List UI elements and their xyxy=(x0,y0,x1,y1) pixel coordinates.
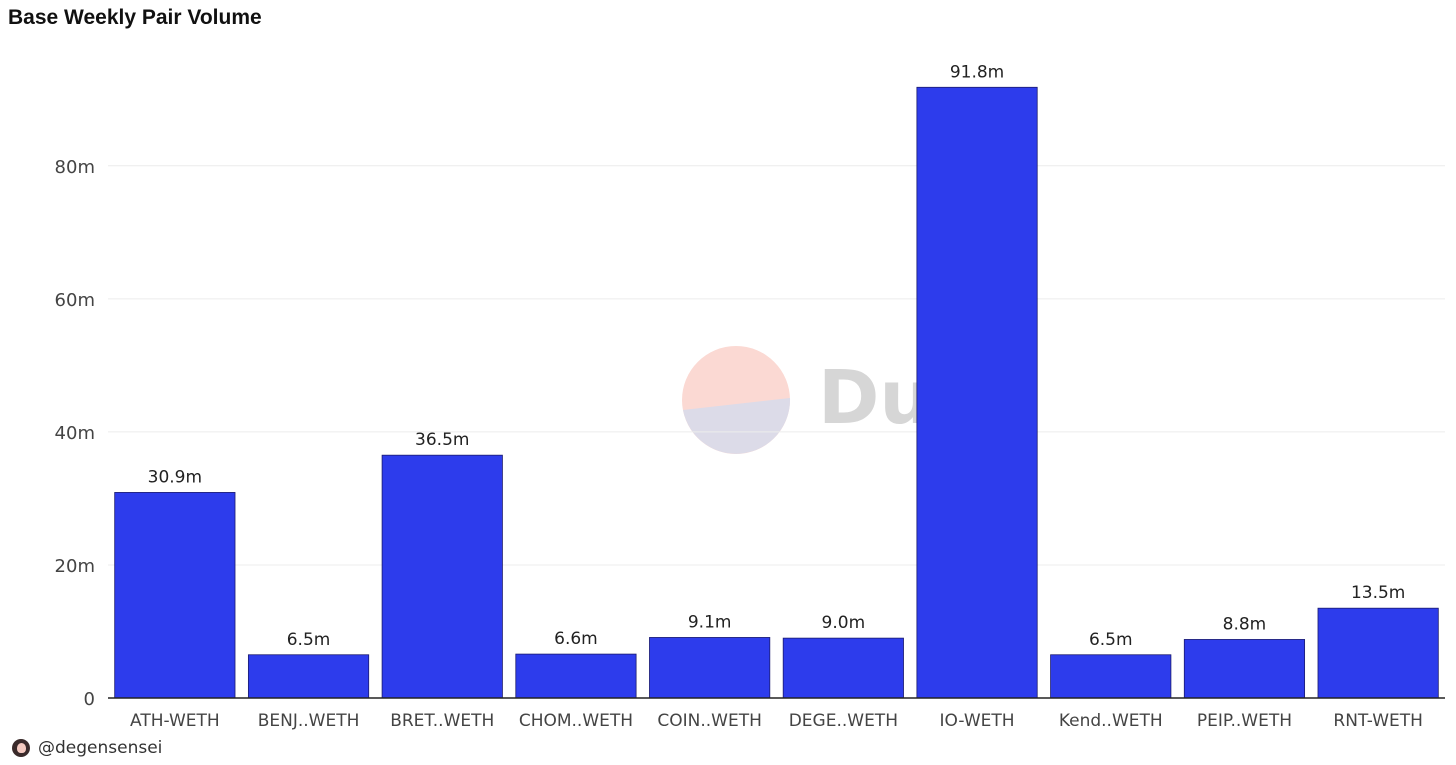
chart-title: Base Weekly Pair Volume xyxy=(8,6,262,29)
data-label: 6.5m xyxy=(1089,630,1133,650)
data-label: 36.5m xyxy=(415,430,469,450)
bar[interactable] xyxy=(649,637,771,699)
y-tick-label: 0 xyxy=(84,689,95,710)
y-tick-label: 80m xyxy=(55,157,95,178)
y-tick-label: 40m xyxy=(55,423,95,444)
y-tick-label: 20m xyxy=(55,556,95,577)
author-credit[interactable]: @degensensei xyxy=(12,738,162,758)
x-tick-label: CHOM..WETH xyxy=(519,711,633,731)
data-label: 9.1m xyxy=(688,612,732,632)
bar[interactable] xyxy=(247,654,370,699)
bar[interactable] xyxy=(114,492,236,699)
bar[interactable] xyxy=(1050,654,1172,699)
bar[interactable] xyxy=(1317,607,1439,699)
x-tick-label: COIN..WETH xyxy=(657,711,762,731)
bar[interactable] xyxy=(782,637,904,699)
x-tick-label: RNT-WETH xyxy=(1333,711,1423,731)
dune-logo-shade xyxy=(683,398,791,454)
bar[interactable] xyxy=(381,454,503,699)
x-tick-label: BRET..WETH xyxy=(390,711,494,731)
x-tick-label: IO-WETH xyxy=(940,711,1015,731)
x-tick-label: DEGE..WETH xyxy=(789,711,898,731)
data-label: 30.9m xyxy=(148,467,202,487)
x-tick-label: PEIP..WETH xyxy=(1197,711,1292,731)
x-tick-label: ATH-WETH xyxy=(130,711,220,731)
data-label: 8.8m xyxy=(1223,614,1267,634)
bar[interactable] xyxy=(1183,639,1306,699)
y-tick-label: 60m xyxy=(55,290,95,311)
data-label: 6.5m xyxy=(287,630,331,650)
bar[interactable] xyxy=(916,86,1038,699)
x-tick-label: BENJ..WETH xyxy=(258,711,360,731)
avatar-icon xyxy=(12,739,30,757)
data-label: 13.5m xyxy=(1351,583,1405,603)
data-label: 9.0m xyxy=(822,613,866,633)
author-name: @degensensei xyxy=(38,738,163,758)
bar[interactable] xyxy=(515,653,637,699)
x-tick-label: Kend..WETH xyxy=(1059,711,1163,731)
data-label: 6.6m xyxy=(554,629,598,649)
data-label: 91.8m xyxy=(950,62,1004,82)
